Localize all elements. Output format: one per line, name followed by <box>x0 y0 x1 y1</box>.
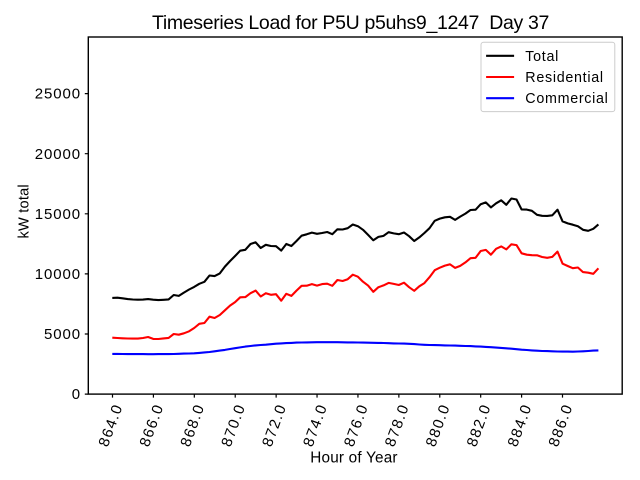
svg-text:5000: 5000 <box>44 326 81 343</box>
svg-text:0: 0 <box>72 386 81 403</box>
svg-text:Commercial: Commercial <box>525 91 608 107</box>
svg-text:Hour of Year: Hour of Year <box>310 450 397 467</box>
svg-text:Total: Total <box>525 49 559 65</box>
svg-text:kW total: kW total <box>16 184 32 238</box>
svg-text:Timeseries Load for P5U p5uhs9: Timeseries Load for P5U p5uhs9_1247 Day … <box>152 12 549 34</box>
svg-text:25000: 25000 <box>35 86 81 103</box>
svg-text:10000: 10000 <box>35 266 81 283</box>
svg-text:Residential: Residential <box>525 70 603 86</box>
svg-text:15000: 15000 <box>35 206 81 223</box>
svg-text:20000: 20000 <box>35 146 81 163</box>
